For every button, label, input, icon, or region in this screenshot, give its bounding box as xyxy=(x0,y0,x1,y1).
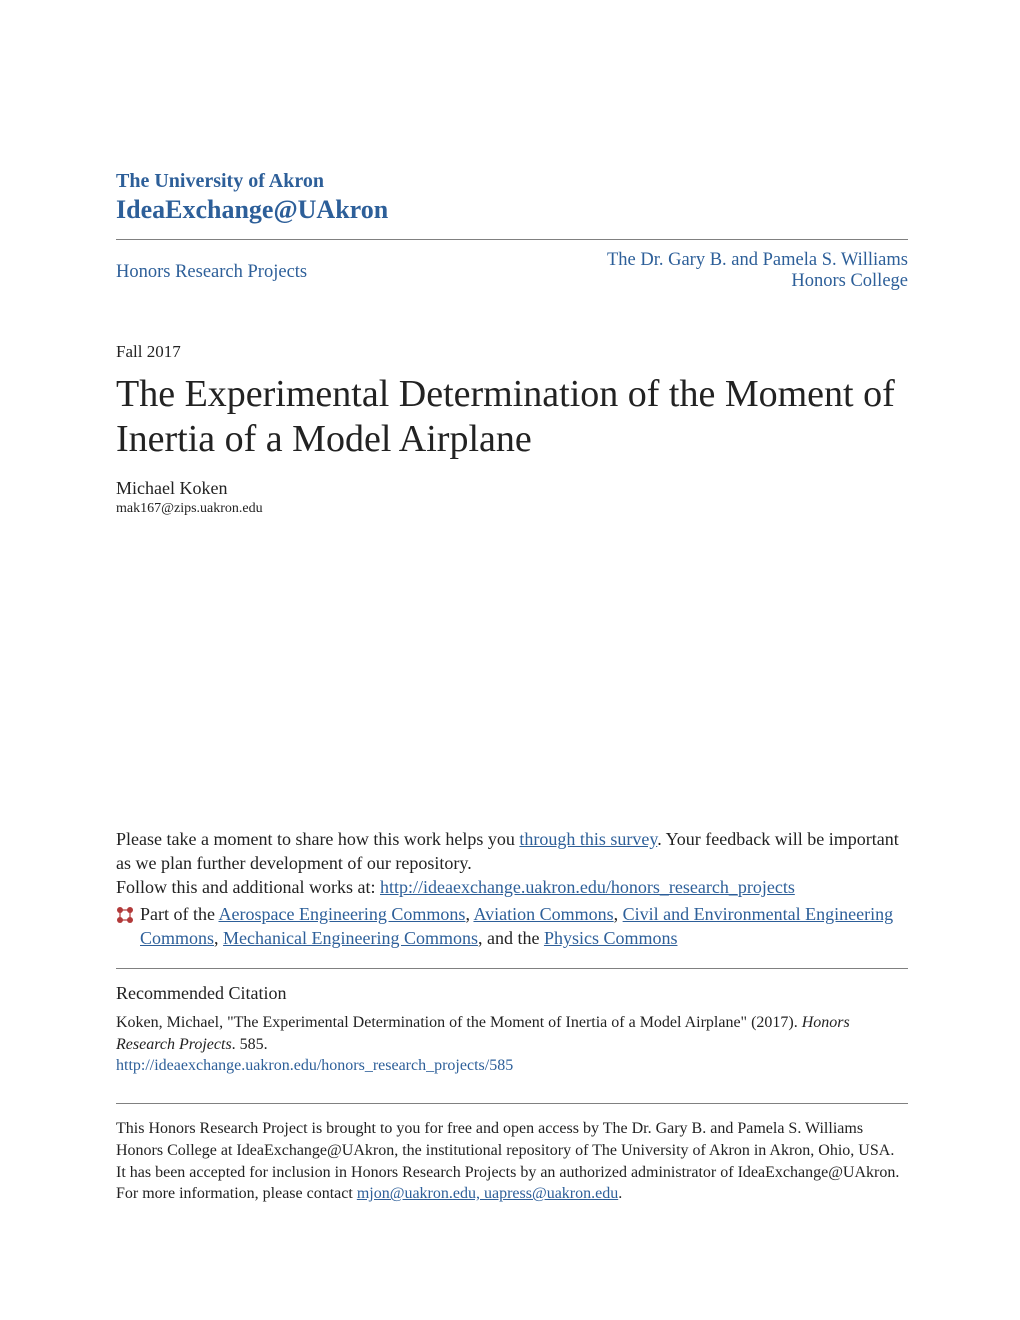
author-email: mak167@zips.uakron.edu xyxy=(116,501,908,517)
footer-contact-link[interactable]: mjon@uakron.edu, uapress@uakron.edu xyxy=(357,1185,618,1202)
citation-text: Koken, Michael, "The Experimental Determ… xyxy=(116,1012,908,1055)
survey-link[interactable]: through this survey xyxy=(519,829,657,849)
part-of-pre: Part of the xyxy=(140,904,219,924)
survey-line: Please take a moment to share how this w… xyxy=(116,827,908,876)
commons-link-3[interactable]: Mechanical Engineering Commons xyxy=(223,928,478,948)
part-of-and: , and the xyxy=(478,928,544,948)
commons-link-1[interactable]: Aviation Commons xyxy=(473,904,613,924)
citation-year: (2017) xyxy=(751,1014,794,1031)
collection-left-link[interactable]: Honors Research Projects xyxy=(116,250,307,283)
part-of-row: Part of the Aerospace Engineering Common… xyxy=(116,902,908,951)
network-icon xyxy=(116,906,134,930)
collections-row: Honors Research Projects The Dr. Gary B.… xyxy=(116,250,908,292)
citation-num: 585 xyxy=(240,1036,264,1053)
author-name: Michael Koken xyxy=(116,478,908,499)
feedback-block: Please take a moment to share how this w… xyxy=(116,827,908,950)
divider xyxy=(116,239,908,240)
part-of-text: Part of the Aerospace Engineering Common… xyxy=(140,902,908,951)
divider xyxy=(116,968,908,969)
cover-page: The University of Akron IdeaExchange@UAk… xyxy=(0,0,1020,1265)
recommended-citation-heading: Recommended Citation xyxy=(116,983,908,1004)
follow-line: Follow this and additional works at: htt… xyxy=(116,875,908,899)
repository-link[interactable]: IdeaExchange@UAkron xyxy=(116,195,388,224)
citation-url[interactable]: http://ideaexchange.uakron.edu/honors_re… xyxy=(116,1057,908,1075)
follow-pre: Follow this and additional works at: xyxy=(116,877,380,897)
publication-date: Fall 2017 xyxy=(116,342,908,362)
footer-post: . xyxy=(618,1185,622,1202)
institution-name: The University of Akron xyxy=(116,170,908,193)
collection-right-link[interactable]: The Dr. Gary B. and Pamela S. Williams H… xyxy=(548,250,908,292)
citation-author: Koken, Michael xyxy=(116,1014,219,1031)
citation-title: "The Experimental Determination of the M… xyxy=(227,1014,747,1031)
divider xyxy=(116,1103,908,1104)
paper-title: The Experimental Determination of the Mo… xyxy=(116,372,908,462)
commons-link-0[interactable]: Aerospace Engineering Commons xyxy=(219,904,466,924)
footer-text: This Honors Research Project is brought … xyxy=(116,1118,908,1204)
follow-url-link[interactable]: http://ideaexchange.uakron.edu/honors_re… xyxy=(380,877,795,897)
commons-link-last[interactable]: Physics Commons xyxy=(544,928,678,948)
survey-pre: Please take a moment to share how this w… xyxy=(116,829,519,849)
